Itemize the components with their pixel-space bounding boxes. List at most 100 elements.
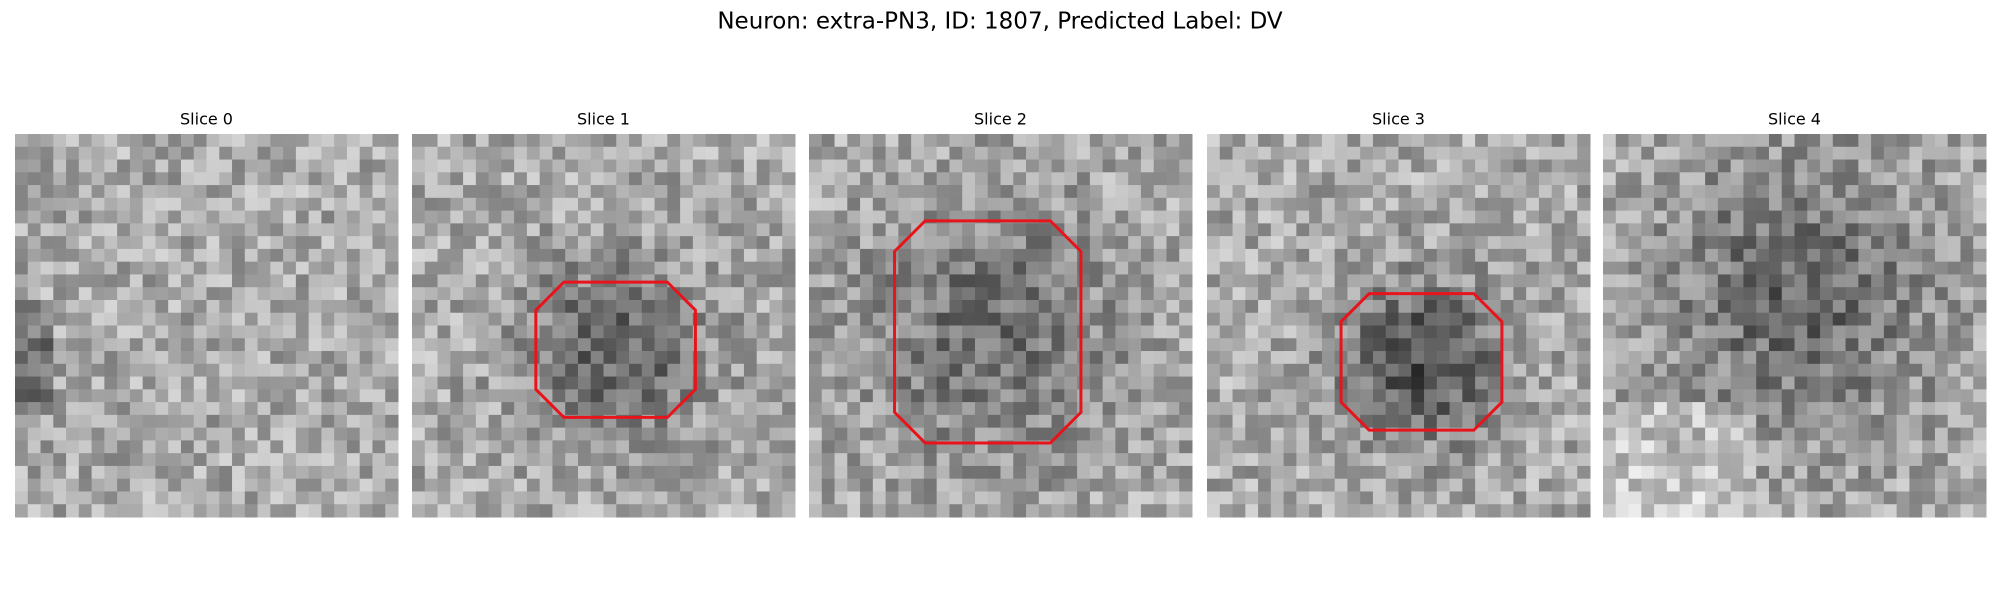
- pixel: [1820, 414, 1834, 429]
- pixel: [475, 389, 490, 403]
- pixel: [962, 414, 976, 429]
- pixel: [936, 338, 950, 352]
- pixel: [1128, 478, 1142, 492]
- pixel: [475, 236, 490, 250]
- pixel: [40, 134, 54, 148]
- pixel: [1526, 274, 1540, 288]
- pixel: [552, 351, 566, 365]
- pixel: [616, 248, 630, 263]
- pixel: [1922, 159, 1936, 173]
- pixel: [885, 414, 899, 429]
- pixel: [1820, 197, 1834, 212]
- pixel: [834, 159, 848, 173]
- pixel: [129, 274, 144, 288]
- pixel: [809, 389, 823, 403]
- pixel: [616, 299, 630, 314]
- pixel: [372, 363, 386, 378]
- pixel: [424, 261, 439, 275]
- pixel: [1909, 223, 1923, 237]
- pixel: [1513, 159, 1527, 173]
- pixel: [463, 312, 477, 326]
- pixel: [1283, 172, 1297, 186]
- pixel: [27, 210, 42, 224]
- pixel: [129, 312, 144, 326]
- pixel: [692, 491, 707, 505]
- pixel: [206, 299, 220, 314]
- pixel: [463, 414, 477, 429]
- pixel: [1334, 159, 1348, 173]
- pixel: [463, 146, 477, 161]
- pixel: [53, 440, 67, 454]
- pixel: [1064, 453, 1078, 467]
- pixel: [769, 287, 783, 301]
- pixel: [1270, 299, 1285, 314]
- pixel: [1077, 414, 1091, 429]
- pixel: [193, 389, 207, 403]
- pixel: [27, 146, 42, 161]
- pixel: [1013, 478, 1027, 492]
- pixel: [1475, 223, 1489, 237]
- pixel: [193, 261, 207, 275]
- pixel: [372, 287, 386, 301]
- pixel: [898, 427, 912, 441]
- pixel: [1666, 197, 1681, 212]
- pixel: [1026, 363, 1040, 378]
- pixel: [424, 440, 439, 454]
- pixel: [1077, 478, 1091, 492]
- pixel: [1360, 465, 1374, 480]
- pixel: [756, 453, 770, 467]
- pixel: [91, 185, 105, 199]
- pixel: [809, 440, 823, 454]
- pixel: [1500, 210, 1514, 224]
- pixel: [193, 274, 207, 288]
- pixel: [974, 274, 989, 288]
- pixel: [193, 440, 207, 454]
- pixel: [1896, 185, 1910, 199]
- pixel: [321, 248, 335, 263]
- pixel: [1153, 210, 1167, 224]
- pixel: [1398, 491, 1412, 505]
- pixel: [1000, 351, 1014, 365]
- pixel: [78, 223, 93, 237]
- pixel: [1922, 185, 1936, 199]
- pixel: [308, 427, 322, 441]
- pixel: [898, 491, 912, 505]
- pixel: [1309, 504, 1323, 518]
- pixel: [1051, 261, 1065, 275]
- pixel: [834, 312, 848, 326]
- pixel: [283, 453, 297, 467]
- pixel: [372, 134, 386, 148]
- pixel: [1102, 223, 1116, 237]
- pixel: [1449, 491, 1463, 505]
- pixel: [667, 312, 681, 326]
- pixel: [53, 261, 67, 275]
- pixel: [872, 223, 887, 237]
- pixel: [424, 312, 439, 326]
- pixel: [641, 465, 656, 480]
- pixel: [552, 185, 566, 199]
- pixel: [692, 427, 707, 441]
- pixel: [1296, 159, 1310, 173]
- pixel: [142, 299, 156, 314]
- pixel: [629, 338, 643, 352]
- pixel: [424, 376, 439, 390]
- pixel: [718, 414, 732, 429]
- pixel: [321, 197, 335, 212]
- pixel: [1436, 146, 1451, 161]
- pixel: [1973, 491, 1987, 505]
- pixel: [1089, 261, 1104, 275]
- pixel: [1283, 248, 1297, 263]
- pixel: [1871, 504, 1885, 518]
- pixel: [1922, 287, 1936, 301]
- pixel: [1270, 146, 1285, 161]
- pixel: [1883, 491, 1898, 505]
- pixel: [129, 223, 144, 237]
- pixel: [385, 274, 399, 288]
- pixel: [1270, 312, 1285, 326]
- pixel: [898, 351, 912, 365]
- pixel: [219, 248, 233, 263]
- pixel: [1743, 376, 1757, 390]
- pixel: [860, 159, 874, 173]
- pixel: [193, 172, 207, 186]
- pixel: [1309, 223, 1323, 237]
